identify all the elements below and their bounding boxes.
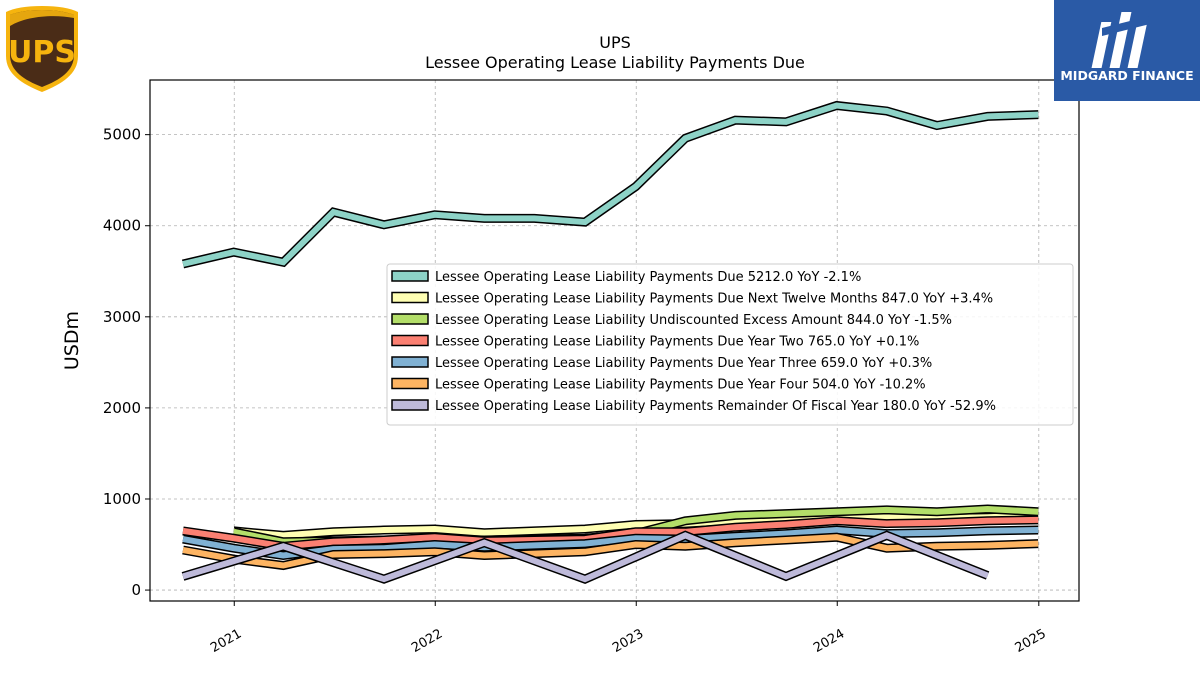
legend-swatch (391, 291, 429, 304)
x-tick-label: 2024 (811, 626, 847, 656)
legend-swatch (391, 270, 429, 282)
legend-entry: Lessee Operating Lease Liability Payment… (435, 292, 993, 307)
x-axis-ticks: 2021 2022 2023 2024 2025 (208, 601, 1049, 656)
series-line-4 (182, 515, 1039, 551)
series-line-5 (182, 525, 1039, 561)
legend: Lessee Operating Lease Liability Payment… (386, 263, 1074, 426)
legend-entry: Lessee Operating Lease Liability Payment… (435, 378, 926, 393)
x-tick-label: 2022 (409, 626, 445, 656)
legend-frame (386, 263, 1074, 426)
legend-entry: Lessee Operating Lease Liability Payment… (435, 356, 932, 371)
series-line-2 (233, 510, 1039, 540)
legend-entry: Lessee Operating Lease Liability Payment… (435, 335, 919, 350)
plot-area-frame (149, 79, 1080, 602)
series-line-1 (181, 100, 1039, 269)
y-tick-label: 2000 (103, 399, 141, 417)
y-tick-label: 5000 (103, 126, 141, 144)
chart-subtitle: Lessee Operating Lease Liability Payment… (425, 53, 805, 72)
ups-shield-logo: UPS (4, 4, 80, 94)
legend-swatch (391, 334, 429, 347)
x-tick-label: 2025 (1013, 626, 1049, 656)
y-axis-label: USDm (61, 311, 83, 370)
y-tick-label: 3000 (103, 308, 141, 326)
x-tick-label: 2021 (208, 626, 244, 656)
chart-title: UPS (599, 33, 631, 52)
series-lines (181, 100, 1039, 584)
legend-entry: Lessee Operating Lease Liability Undisco… (435, 313, 952, 328)
series-line-7 (181, 530, 990, 584)
legend-swatch (391, 313, 429, 325)
midgard-finance-text: MIDGARD FINANCE (1060, 68, 1194, 83)
y-tick-label: 0 (131, 581, 141, 599)
y-tick-label: 1000 (103, 490, 141, 508)
legend-swatch (391, 356, 429, 368)
legend-entry: Lessee Operating Lease Liability Payment… (435, 270, 861, 285)
legend-swatch (391, 399, 429, 411)
y-axis-ticks: 0 1000 2000 3000 4000 5000 (103, 126, 150, 599)
legend-entry: Lessee Operating Lease Liability Payment… (435, 399, 996, 414)
y-tick-label: 4000 (103, 217, 141, 235)
legend-swatch (391, 377, 429, 390)
x-tick-label: 2023 (610, 626, 646, 656)
midgard-finance-logo: MIDGARD FINANCE (1054, 0, 1200, 101)
svg-text:UPS: UPS (8, 35, 76, 70)
